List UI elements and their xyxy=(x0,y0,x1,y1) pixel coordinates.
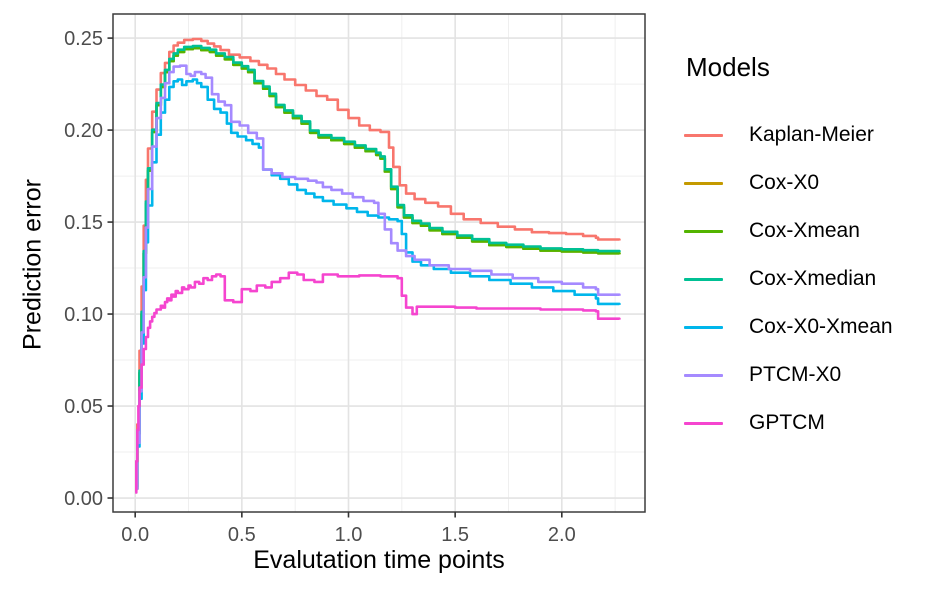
panel-border xyxy=(112,13,646,513)
y-tick-label: 0.15 xyxy=(64,212,103,234)
series-cox-xmedian xyxy=(135,44,621,488)
legend-item-cox-x0-xmean: Cox-X0-Xmean xyxy=(684,303,934,351)
legend-title: Models xyxy=(686,52,770,82)
x-tick-label: 1.5 xyxy=(441,524,469,546)
legend-key-line xyxy=(684,325,732,329)
legend-key-line xyxy=(684,133,732,137)
x-tick-label: 0.0 xyxy=(121,524,149,546)
legend-item-label: PTCM-X0 xyxy=(749,363,842,386)
x-tick-label: 0.5 xyxy=(228,524,256,546)
legend-item-label: Cox-X0-Xmean xyxy=(749,315,893,338)
series-gptcm xyxy=(135,271,621,494)
legend-item-cox-x0: Cox-X0 xyxy=(684,159,934,207)
legend-key-line xyxy=(684,421,732,425)
legend: Models Kaplan-Meier Cox-X0 Cox-Xmean Cox-Xm… xyxy=(684,52,934,447)
y-tick-label: 0.20 xyxy=(64,120,103,142)
legend-key-line xyxy=(684,229,732,233)
series-kaplan-meier xyxy=(135,37,621,491)
y-tick-label: 0.00 xyxy=(64,488,103,510)
legend-item-cox-xmean: Cox-Xmean xyxy=(684,207,934,255)
legend-item-label: Cox-X0 xyxy=(749,171,820,194)
legend-item-gptcm: GPTCM xyxy=(684,399,934,447)
x-tick-label: 2.0 xyxy=(548,524,576,546)
y-tick-label: 0.05 xyxy=(64,396,103,418)
legend-item-label: Cox-Xmedian xyxy=(749,267,877,290)
legend-item-ptcm-x0: PTCM-X0 xyxy=(684,351,934,399)
legend-item-label: Kaplan-Meier xyxy=(749,123,874,146)
legend-key-line xyxy=(684,373,732,377)
legend-items: Kaplan-Meier Cox-X0 Cox-Xmean Cox-Xmedian Co… xyxy=(684,111,934,447)
legend-item-label: Cox-Xmean xyxy=(749,219,860,242)
panel-background xyxy=(113,14,645,512)
legend-item-cox-xmedian: Cox-Xmedian xyxy=(684,255,934,303)
y-tick-label: 0.25 xyxy=(64,28,103,50)
y-tick-label: 0.10 xyxy=(64,304,103,326)
x-axis-title: Evalutation time points xyxy=(253,546,505,574)
y-axis-title: Prediction error xyxy=(18,179,47,350)
series-ptcm-x0 xyxy=(135,64,621,491)
legend-item-label: GPTCM xyxy=(749,411,825,434)
legend-key-line xyxy=(684,181,732,185)
x-tick-label: 1.0 xyxy=(335,524,363,546)
legend-item-kaplan-meier: Kaplan-Meier xyxy=(684,111,934,159)
legend-key-line xyxy=(684,277,732,281)
